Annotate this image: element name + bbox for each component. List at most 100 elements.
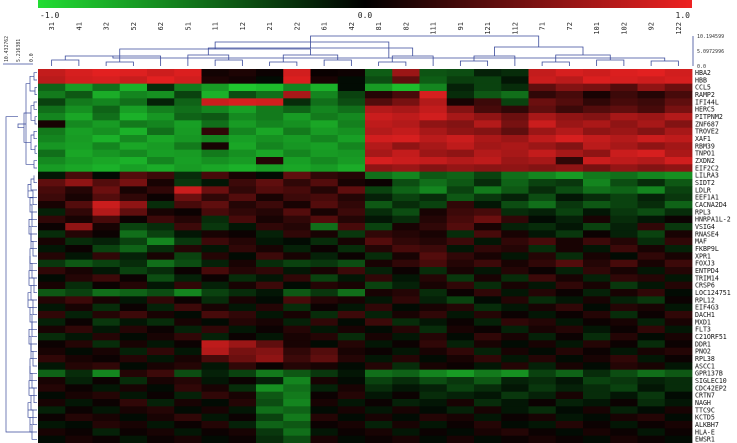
heatmap-cell bbox=[201, 164, 230, 173]
column-label: 41 bbox=[75, 22, 83, 30]
heatmap-cell bbox=[337, 237, 366, 246]
heatmap-cell bbox=[583, 105, 611, 114]
heatmap-cell bbox=[365, 237, 393, 246]
heatmap-cell bbox=[337, 267, 366, 275]
heatmap-cell bbox=[310, 157, 339, 165]
heatmap-cell bbox=[147, 347, 175, 356]
column-dendrogram-branch bbox=[187, 54, 230, 66]
heatmap-cell bbox=[474, 98, 502, 107]
heatmap-cell bbox=[174, 435, 202, 443]
heatmap-cell bbox=[637, 362, 666, 371]
column-label: 111 bbox=[430, 22, 438, 35]
heatmap-cell bbox=[392, 377, 420, 385]
heatmap-cell bbox=[147, 193, 175, 202]
heatmap-cell bbox=[446, 362, 475, 371]
heatmap-cell bbox=[555, 120, 584, 129]
column-label: 102 bbox=[620, 22, 628, 35]
heatmap-cell bbox=[256, 399, 284, 407]
heatmap-cell bbox=[664, 91, 693, 99]
heatmap-cell bbox=[610, 296, 638, 305]
heatmap-cell bbox=[310, 406, 339, 415]
heatmap-cell bbox=[310, 201, 339, 209]
heatmap-cell bbox=[555, 237, 584, 246]
heatmap-cell bbox=[201, 193, 230, 202]
heatmap-cell bbox=[38, 267, 66, 275]
heatmap-cell bbox=[310, 179, 339, 187]
heatmap-cell bbox=[446, 355, 475, 363]
heatmap-cell bbox=[664, 362, 693, 371]
heatmap-cell bbox=[228, 91, 257, 99]
heatmap-cell bbox=[147, 369, 175, 378]
column-scale-label: 5.0972996 bbox=[697, 49, 724, 55]
heatmap-cell bbox=[283, 142, 311, 151]
heatmap-cell bbox=[283, 274, 311, 283]
heatmap-cell bbox=[119, 98, 148, 107]
heatmap-cell bbox=[501, 69, 529, 77]
heatmap-cell bbox=[310, 252, 339, 261]
column-dendrogram-branch bbox=[323, 59, 352, 66]
heatmap-cell bbox=[528, 391, 557, 400]
heatmap-cell bbox=[446, 281, 475, 290]
heatmap-cell bbox=[65, 435, 93, 443]
heatmap-cell bbox=[201, 325, 230, 334]
heatmap-cell bbox=[283, 69, 311, 77]
heatmap-cell bbox=[583, 127, 611, 136]
heatmap-cell bbox=[528, 252, 557, 261]
heatmap-cell bbox=[610, 428, 638, 437]
column-label: 71 bbox=[539, 22, 547, 30]
heatmap-cell bbox=[528, 274, 557, 283]
heatmap-cell bbox=[528, 127, 557, 136]
row-label: FOXJ3 bbox=[695, 260, 715, 268]
heatmap-cell bbox=[583, 289, 611, 297]
heatmap-cell bbox=[283, 406, 311, 415]
heatmap-cell bbox=[583, 215, 611, 224]
heatmap-cell bbox=[419, 223, 448, 231]
heatmap-cell bbox=[201, 157, 230, 165]
heatmap-cell bbox=[446, 318, 475, 327]
heatmap-cell bbox=[147, 428, 175, 437]
heatmap-cell bbox=[583, 223, 611, 231]
heatmap-cell bbox=[664, 318, 693, 327]
heatmap-cell bbox=[201, 267, 230, 275]
column-label: 62 bbox=[157, 22, 165, 30]
heatmap-cell bbox=[474, 157, 502, 165]
heatmap-cell bbox=[637, 237, 666, 246]
heatmap-cell bbox=[501, 377, 529, 385]
heatmap-cell bbox=[283, 413, 311, 422]
heatmap-cell bbox=[501, 193, 529, 202]
heatmap-cell bbox=[147, 208, 175, 217]
heatmap-cell bbox=[283, 289, 311, 297]
heatmap-cell bbox=[92, 355, 121, 363]
row-label: CCL5 bbox=[695, 84, 711, 92]
heatmap-cell bbox=[528, 98, 557, 107]
heatmap-cell bbox=[610, 76, 638, 85]
heatmap-cell bbox=[474, 171, 502, 180]
heatmap-cell bbox=[664, 296, 693, 305]
row-label: EIF2C2 bbox=[695, 164, 719, 172]
heatmap-cell bbox=[337, 186, 366, 195]
heatmap-cell bbox=[419, 149, 448, 158]
heatmap-cell bbox=[419, 157, 448, 165]
heatmap-cell bbox=[446, 201, 475, 209]
row-dendrogram bbox=[5, 72, 37, 440]
heatmap-cell bbox=[610, 289, 638, 297]
heatmap-cell bbox=[147, 303, 175, 312]
heatmap-cell bbox=[228, 76, 257, 85]
heatmap-cell bbox=[201, 142, 230, 151]
heatmap-cell bbox=[664, 369, 693, 378]
heatmap-cell bbox=[637, 274, 666, 283]
heatmap-cell bbox=[201, 311, 230, 319]
heatmap-cell bbox=[555, 377, 584, 385]
heatmap-cell bbox=[664, 274, 693, 283]
heatmap-cell bbox=[637, 267, 666, 275]
heatmap-cell bbox=[664, 421, 693, 429]
heatmap-cell bbox=[419, 230, 448, 239]
heatmap-cell bbox=[610, 399, 638, 407]
heatmap-cell bbox=[392, 164, 420, 173]
heatmap-cell bbox=[38, 435, 66, 443]
heatmap-cell bbox=[147, 399, 175, 407]
column-dendrogram-branch bbox=[105, 61, 134, 66]
heatmap-cell bbox=[610, 369, 638, 378]
column-scale-label: 0.0 bbox=[697, 64, 706, 70]
heatmap-cell bbox=[38, 340, 66, 349]
